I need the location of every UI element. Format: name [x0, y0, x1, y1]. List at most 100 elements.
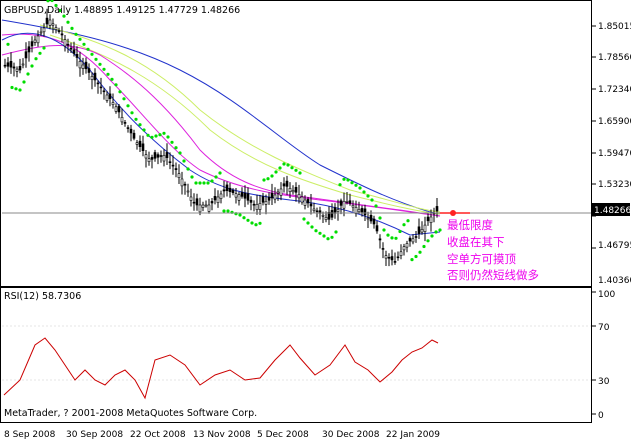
candle-body	[294, 187, 298, 193]
candle-body	[312, 208, 316, 211]
psar-dot	[190, 175, 194, 179]
psar-dot	[278, 166, 282, 170]
psar-dot	[202, 181, 206, 185]
psar-dot	[426, 239, 430, 243]
psar-dot	[362, 190, 366, 194]
candle-body	[90, 76, 94, 80]
candle-body	[12, 66, 16, 69]
candle-body	[228, 187, 232, 192]
psar-dot	[226, 209, 230, 213]
candle-body	[201, 204, 205, 208]
candle-body	[102, 90, 106, 93]
psar-dot	[354, 183, 358, 187]
psar-dot	[366, 194, 370, 198]
date-tick-label: 30 Sep 2008	[66, 430, 123, 440]
psar-dot	[106, 72, 110, 76]
candle-body	[348, 200, 352, 204]
psar-dot	[222, 209, 226, 213]
candle-body	[387, 256, 391, 259]
candle-body	[168, 161, 172, 163]
psar-dot	[438, 228, 442, 232]
psar-dot	[358, 186, 362, 190]
psar-dot	[174, 146, 178, 150]
psar-dot	[294, 168, 298, 172]
candle-body	[42, 27, 46, 33]
candle-body	[231, 190, 235, 194]
candle-body	[114, 106, 118, 112]
candle-body	[192, 201, 196, 204]
psar-dot	[46, 0, 50, 3]
candle-body	[138, 140, 142, 147]
candle-body	[60, 33, 64, 36]
price-tick-label: 1.53230	[598, 180, 631, 190]
psar-dot	[382, 228, 386, 232]
annotation-line-3: 空单方可摸顶	[447, 252, 516, 266]
candle-body	[390, 256, 394, 261]
rsi-tick-label: 30	[598, 377, 610, 387]
psar-dot	[34, 57, 38, 61]
main-chart-frame[interactable]	[0, 0, 592, 287]
candle-body	[144, 154, 148, 159]
rsi-line	[3, 337, 439, 400]
psar-dot	[38, 51, 42, 55]
candle-body	[246, 193, 250, 201]
candle-body	[93, 72, 97, 81]
candle-body	[288, 188, 292, 193]
psar-dot	[78, 37, 82, 41]
psar-dot	[334, 230, 338, 234]
candle-body	[111, 102, 115, 106]
psar-dot	[394, 236, 398, 240]
candle-body	[213, 196, 217, 201]
candle-body	[339, 200, 343, 206]
psar-dot	[26, 72, 30, 76]
price-axis[interactable]: 1.85015 1.78560 1.72340 1.65900 1.59470 …	[591, 22, 631, 286]
psar-dot	[338, 183, 342, 187]
candle-body	[156, 154, 160, 158]
candle-body	[357, 209, 361, 213]
candle-body	[414, 236, 418, 238]
rsi-panel-frame[interactable]	[0, 287, 592, 423]
psar-dot	[250, 221, 254, 225]
psar-dot	[266, 177, 270, 181]
candle-body	[351, 205, 355, 208]
candle-body	[96, 82, 100, 85]
psar-dot	[398, 229, 402, 234]
psar-dot	[138, 123, 142, 127]
date-tick-label: 22 Jan 2009	[386, 430, 440, 440]
psar-dot	[178, 151, 182, 155]
candle-body	[120, 117, 124, 123]
candle-body	[270, 192, 274, 199]
candle-body	[276, 191, 280, 194]
candle-body	[75, 53, 79, 58]
rsi-tick-label: 0	[598, 411, 604, 421]
candle-body	[18, 66, 22, 71]
psar-dot	[410, 258, 414, 262]
candle-body	[255, 204, 259, 211]
psar-dot	[254, 223, 258, 227]
candle-body	[411, 238, 415, 243]
candle-body	[363, 208, 367, 216]
psar-dot	[150, 135, 154, 139]
candle-body	[33, 39, 37, 43]
candle-body	[282, 183, 286, 187]
date-axis[interactable]: 8 Sep 2008 30 Sep 2008 22 Oct 2008 13 No…	[4, 430, 440, 440]
psar-dot	[350, 181, 354, 185]
psar-dot	[182, 159, 186, 163]
rsi-tick-label: 70	[598, 323, 610, 333]
psar-dot	[258, 221, 262, 225]
candle-body	[81, 64, 85, 69]
candle-body	[21, 63, 25, 66]
psar-dot	[198, 181, 202, 185]
candle-body	[66, 43, 70, 46]
psar-dot	[242, 216, 246, 220]
candle-body	[3, 64, 7, 67]
candle-body	[48, 19, 52, 26]
psar-dot	[346, 178, 350, 182]
annotation-line-2: 收盘在其下	[447, 235, 505, 249]
candle-body	[117, 105, 121, 113]
candle-body	[72, 49, 76, 54]
psar-dot	[390, 236, 394, 240]
candle-body	[384, 255, 388, 259]
annotation-group: 最低限度 收盘在其下 空单方可摸顶 否则仍然短线做多	[447, 218, 539, 282]
candle-body	[330, 210, 334, 218]
